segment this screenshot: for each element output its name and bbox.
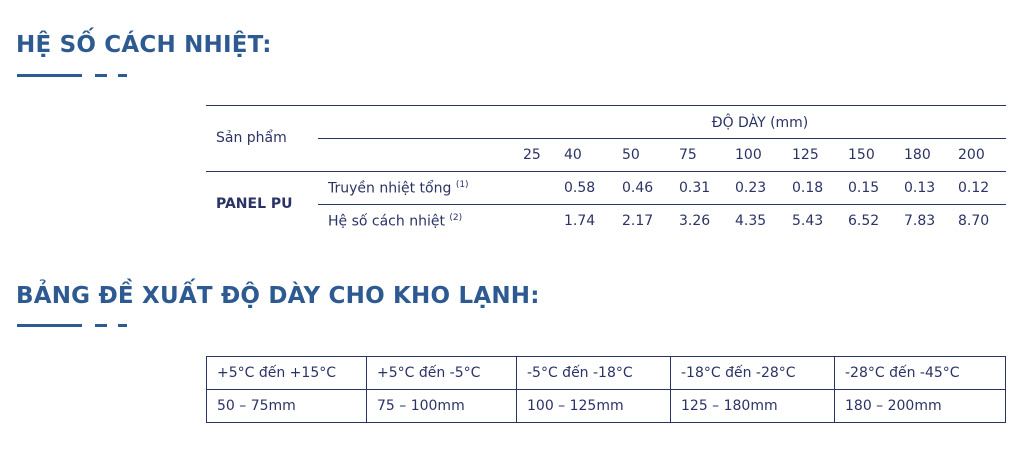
thickness-header: ĐỘ DÀY (mm) [711,115,809,131]
range-cell: +5°C đến +15°C [206,356,367,390]
section-title-recommendation: BẢNG ĐỀ XUẤT ĐỘ DÀY CHO KHO LẠNH: [16,283,540,309]
insulation-value: 5.43 [792,213,824,229]
thickness-cell: 75 – 100mm [366,389,517,423]
thickness-cell: 125 – 180mm [670,389,835,423]
range-cell: +5°C đến -5°C [366,356,517,390]
thickness-value: 25 [523,147,541,163]
table-row: 50 – 75mm 75 – 100mm 100 – 125mm 125 – 1… [206,389,1006,423]
product-name: PANEL PU [216,196,293,212]
section-title-insulation: HỆ SỐ CÁCH NHIỆT: [16,32,272,58]
thickness-cell: 100 – 125mm [516,389,671,423]
transfer-value: 0.15 [848,180,880,196]
transfer-value: 0.31 [679,180,711,196]
transfer-value: 0.12 [958,180,990,196]
insulation-value: 6.52 [848,213,880,229]
insulation-value: 2.17 [622,213,654,229]
transfer-value: 0.18 [792,180,824,196]
range-cell: -18°C đến -28°C [670,356,835,390]
thickness-value: 150 [848,147,875,163]
insulation-value: 1.74 [564,213,596,229]
table-row: +5°C đến +15°C +5°C đến -5°C -5°C đến -1… [206,356,1006,390]
thickness-value: 125 [792,147,819,163]
transfer-value: 0.46 [622,180,654,196]
transfer-value: 0.23 [735,180,767,196]
row-label-insulation: Hệ số cách nhiệt (2) [328,213,463,230]
thickness-value: 40 [564,147,582,163]
thickness-value: 200 [958,147,985,163]
thickness-value: 50 [622,147,640,163]
insulation-value: 7.83 [904,213,936,229]
thickness-value: 180 [904,147,931,163]
insulation-value: 4.35 [735,213,767,229]
thickness-value: 75 [679,147,697,163]
thickness-cell: 50 – 75mm [206,389,367,423]
transfer-value: 0.13 [904,180,936,196]
range-cell: -5°C đến -18°C [516,356,671,390]
recommendation-table: +5°C đến +15°C +5°C đến -5°C -5°C đến -1… [206,356,1006,423]
range-cell: -28°C đến -45°C [834,356,1006,390]
insulation-value: 3.26 [679,213,711,229]
thickness-cell: 180 – 200mm [834,389,1006,423]
thickness-value: 100 [735,147,762,163]
product-header: Sản phẩm [216,130,287,146]
row-label-transfer: Truyền nhiệt tổng (1) [328,180,469,197]
transfer-value: 0.58 [564,180,596,196]
insulation-value: 8.70 [958,213,990,229]
